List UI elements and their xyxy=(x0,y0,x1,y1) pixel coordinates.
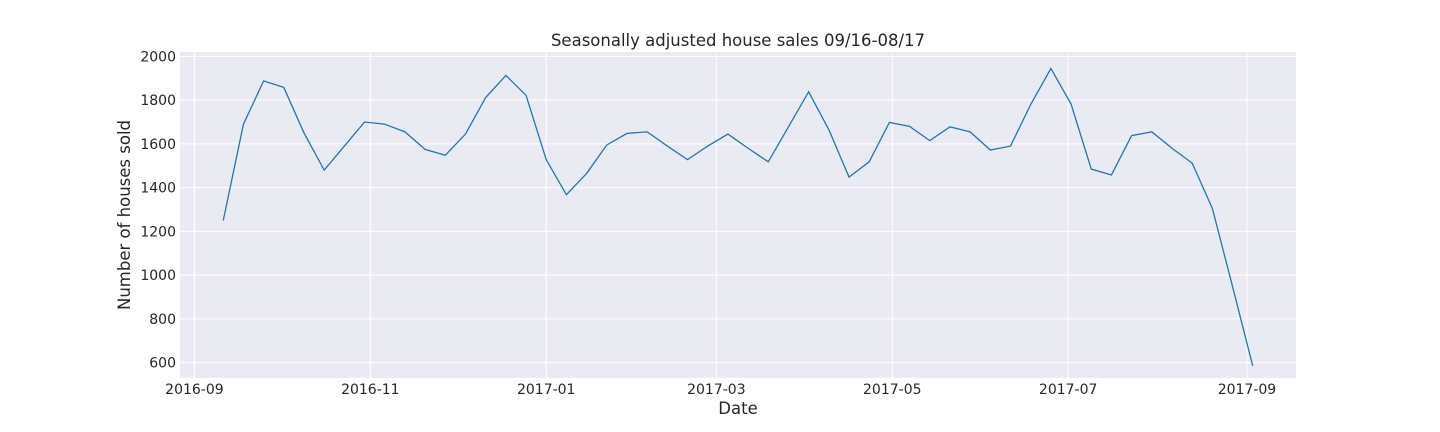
x-tick-label: 2017-05 xyxy=(863,382,922,398)
x-tick-label: 2016-11 xyxy=(341,382,400,398)
y-tick-label: 1000 xyxy=(140,268,176,284)
plot-background xyxy=(180,52,1296,378)
grid-lines xyxy=(180,52,1296,378)
chart-title: Seasonally adjusted house sales 09/16-08… xyxy=(551,31,925,50)
y-tick-label: 1800 xyxy=(140,93,176,109)
y-tick-label: 1600 xyxy=(140,137,176,153)
y-tick-label: 2000 xyxy=(140,49,176,65)
x-tick-labels: 2016-09 2016-11 2017-01 2017-03 2017-05 2017-… xyxy=(165,382,1276,398)
y-tick-label: 1400 xyxy=(140,181,176,197)
y-tick-label: 1200 xyxy=(140,224,176,240)
y-tick-labels: 600 800 1000 1200 1400 1600 1800 2000 xyxy=(140,49,176,371)
x-tick-label: 2017-01 xyxy=(517,382,576,398)
series-line xyxy=(222,67,1254,367)
x-tick-label: 2017-07 xyxy=(1039,382,1098,398)
y-tick-label: 800 xyxy=(149,312,176,328)
x-tick-label: 2016-09 xyxy=(165,382,224,398)
x-axis-label: Date xyxy=(718,399,757,418)
y-tick-label: 600 xyxy=(149,356,176,372)
x-tick-label: 2017-03 xyxy=(687,382,746,398)
y-axis-label: Number of houses sold xyxy=(115,120,134,310)
x-tick-label: 2017-09 xyxy=(1218,382,1277,398)
